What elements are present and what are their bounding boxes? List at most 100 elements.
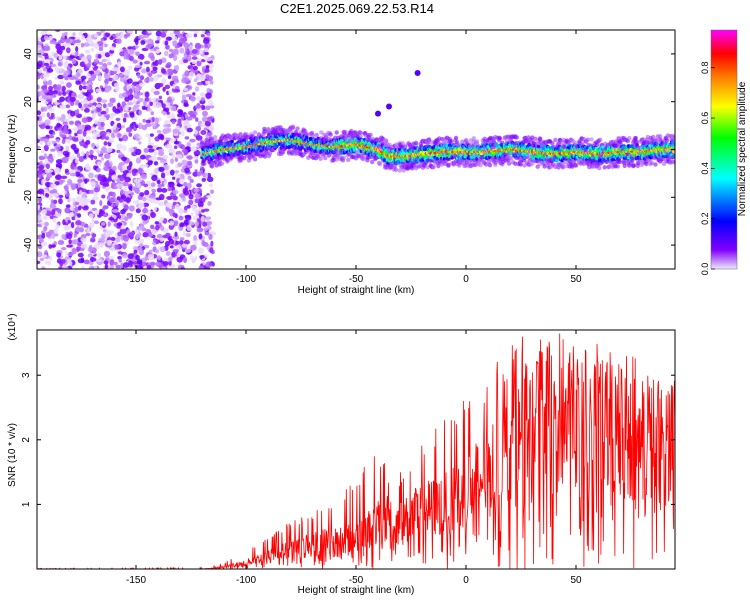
noise-point (184, 248, 192, 253)
ridge-halo-point (487, 163, 493, 168)
noise-point (41, 241, 48, 247)
noise-point (195, 42, 201, 49)
ridge-halo-point (295, 126, 300, 131)
noise-point (116, 196, 121, 201)
noise-point (194, 198, 200, 204)
noise-point (196, 183, 203, 188)
noise-point (151, 174, 158, 182)
noise-point (77, 213, 82, 218)
noise-point (201, 92, 206, 98)
noise-point (160, 172, 166, 179)
noise-point (38, 164, 45, 171)
noise-point (83, 259, 91, 265)
noise-point (175, 245, 182, 251)
noise-point (123, 113, 128, 118)
noise-point (177, 162, 183, 167)
noise-point (134, 64, 142, 69)
ridge-halo-point (290, 125, 296, 130)
noise-point (179, 209, 184, 214)
ridge-halo-point (474, 139, 480, 144)
noise-point (42, 77, 47, 82)
noise-point (47, 68, 54, 73)
noise-point (87, 226, 91, 233)
noise-point (132, 99, 137, 105)
noise-point (150, 111, 155, 116)
noise-point (149, 101, 153, 107)
ridge-halo-point (199, 165, 205, 170)
ridge-halo-point (453, 135, 459, 141)
noise-point (162, 86, 166, 92)
noise-point (166, 120, 171, 125)
noise-point (183, 103, 189, 107)
noise-point (65, 145, 69, 151)
noise-point (201, 66, 206, 73)
noise-point (145, 133, 151, 137)
noise-point (148, 77, 154, 82)
noise-point (183, 219, 189, 226)
noise-point (179, 222, 185, 228)
noise-point (201, 59, 206, 63)
noise-point (116, 38, 122, 44)
noise-point (135, 208, 141, 214)
noise-point (99, 66, 106, 70)
noise-point (99, 200, 103, 206)
noise-point (155, 225, 160, 231)
noise-point (101, 87, 105, 92)
noise-point (128, 65, 133, 70)
noise-point (182, 188, 187, 195)
noise-point (206, 75, 213, 82)
noise-point (191, 56, 198, 60)
noise-point (76, 39, 81, 43)
noise-point (94, 220, 99, 225)
noise-point (209, 69, 214, 73)
noise-point (138, 202, 145, 208)
noise-point (90, 199, 96, 205)
noise-point (183, 99, 188, 104)
noise-point (157, 183, 163, 188)
noise-point (37, 188, 45, 195)
noise-point (116, 132, 122, 138)
noise-point (62, 55, 67, 60)
noise-point (142, 118, 146, 123)
noise-point (187, 155, 193, 160)
noise-point (55, 43, 61, 50)
noise-point (139, 61, 143, 66)
noise-point (196, 60, 202, 67)
ridge-halo-point (323, 155, 328, 161)
noise-point (71, 247, 77, 255)
noise-point (105, 107, 109, 114)
noise-point (104, 161, 110, 168)
noise-point (176, 183, 184, 187)
noise-point (48, 135, 54, 139)
noise-point (147, 233, 153, 238)
noise-point (202, 260, 206, 266)
noise-point (77, 258, 85, 264)
noise-point (107, 102, 114, 107)
noise-point (60, 37, 66, 44)
noise-point (167, 68, 172, 74)
noise-point (43, 225, 48, 232)
noise-point (158, 201, 164, 207)
noise-point (205, 65, 210, 69)
noise-point (135, 45, 139, 49)
noise-point (68, 212, 75, 218)
noise-point (202, 221, 208, 227)
noise-point (148, 72, 153, 78)
noise-point (74, 132, 78, 137)
noise-point (101, 58, 107, 63)
noise-point (172, 195, 178, 201)
noise-point (44, 159, 49, 165)
noise-point (145, 122, 152, 128)
noise-point (171, 113, 176, 119)
noise-point (88, 244, 93, 252)
noise-point (55, 212, 62, 218)
noise-point (122, 117, 127, 123)
noise-point (139, 75, 145, 81)
noise-point (40, 30, 48, 36)
noise-point (64, 207, 71, 214)
noise-point (43, 106, 48, 112)
noise-point (111, 67, 119, 72)
noise-point (196, 74, 201, 81)
noise-point (155, 249, 159, 254)
noise-point (156, 255, 162, 261)
